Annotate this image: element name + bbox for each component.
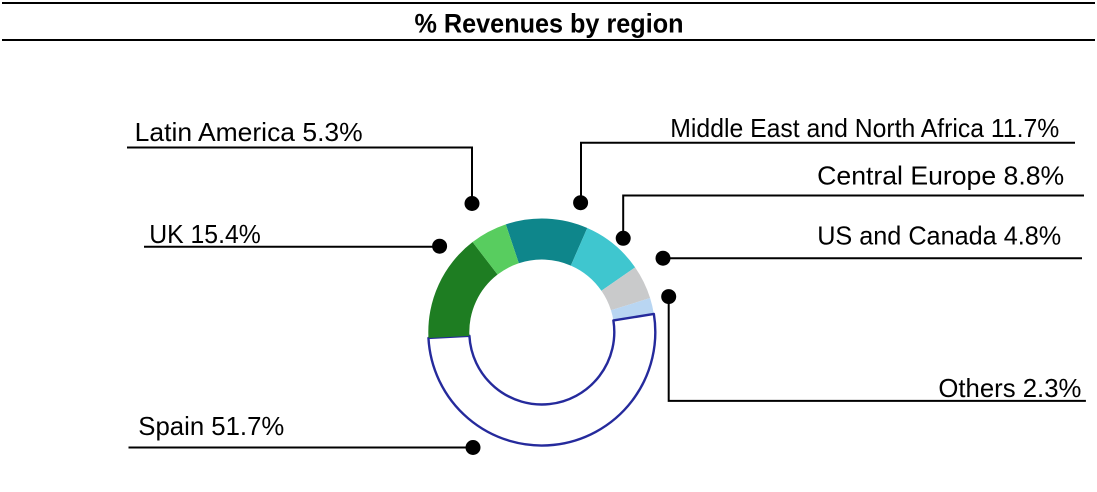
svg-text:UK 15.4%: UK 15.4%	[149, 219, 261, 249]
svg-text:US and Canada 4.8%: US and Canada 4.8%	[817, 221, 1061, 251]
svg-text:Latin America 5.3%: Latin America 5.3%	[135, 117, 363, 147]
svg-text:Others 2.3%: Others 2.3%	[938, 373, 1081, 403]
svg-text:Middle East and North Africa 1: Middle East and North Africa 11.7%	[670, 113, 1059, 143]
svg-text:% Revenues by region: % Revenues by region	[415, 9, 684, 39]
svg-text:Spain 51.7%: Spain 51.7%	[138, 411, 284, 441]
svg-text:Central Europe 8.8%: Central Europe 8.8%	[817, 161, 1064, 191]
